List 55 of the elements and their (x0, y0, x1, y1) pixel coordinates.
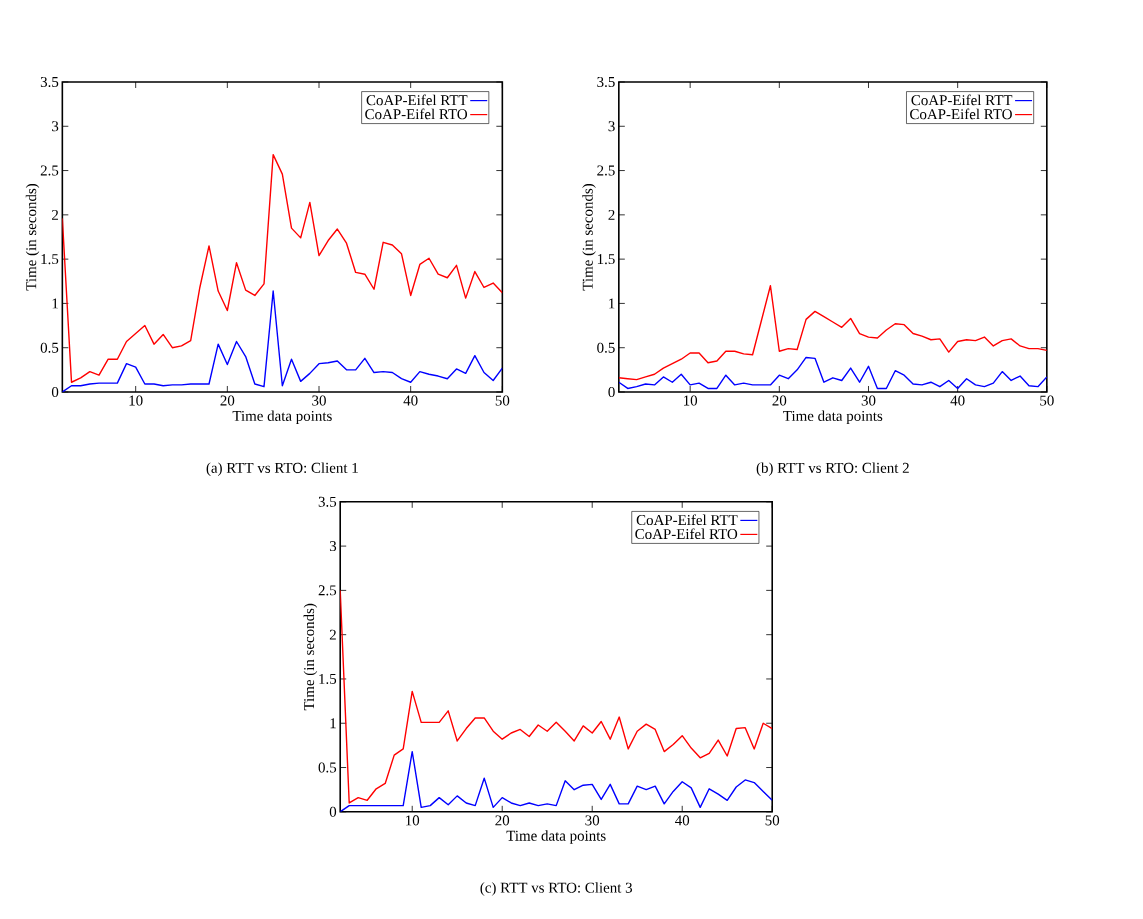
y-tick-label: 3 (329, 541, 337, 552)
x-axis-title: Time data points (506, 830, 606, 844)
y-tick-label: 0 (608, 386, 615, 398)
y-tick-label: 2 (329, 629, 336, 640)
y-tick-label: 3 (52, 121, 59, 132)
legend-label: CoAP-Eifel RTT (911, 94, 1013, 106)
y-axis-title: Time (in seconds) (303, 603, 318, 711)
y-tick-label: 2 (52, 209, 58, 220)
x-tick-label: 30 (861, 395, 876, 406)
y-tick-label: 1.5 (319, 673, 337, 684)
x-tick-label: 20 (772, 395, 787, 406)
x-tick-label: 40 (950, 395, 965, 406)
x-tick-label: 40 (675, 815, 690, 826)
y-tick-label: 3.5 (597, 76, 615, 88)
legend-label: CoAP-Eifel RTT (366, 94, 468, 106)
y-tick-label: 1 (330, 718, 336, 729)
y-axis-title: Time (in seconds) (25, 183, 40, 291)
y-tick-label: 0 (51, 386, 59, 398)
x-tick-label: 50 (495, 395, 510, 406)
y-tick-label: 1 (52, 298, 58, 309)
x-tick-label: 20 (220, 395, 235, 406)
y-tick-label: 0.5 (597, 342, 615, 353)
x-tick-label: 50 (765, 815, 780, 826)
y-tick-label: 3.5 (40, 76, 59, 88)
x-axis-title: Time data points (783, 410, 883, 424)
x-tick-label: 30 (585, 815, 600, 826)
y-tick-label: 2 (608, 209, 615, 220)
x-tick-label: 10 (406, 815, 420, 826)
x-axis-title: Time data points (232, 410, 332, 424)
y-tick-label: 3 (608, 121, 615, 132)
x-tick-label: 30 (312, 395, 326, 406)
y-tick-label: 0.5 (40, 342, 59, 353)
text: (a) RTT vs RTO: Client 1 (206, 462, 358, 476)
text: (c) RTT vs RTO: Client 3 (480, 882, 632, 896)
x-tick-label: 40 (403, 395, 418, 406)
y-tick-label: 3.5 (318, 496, 337, 507)
y-tick-label: 2.5 (40, 165, 59, 176)
y-tick-label: 1.5 (41, 254, 59, 265)
y-tick-label: 2.5 (597, 165, 615, 176)
y-tick-label: 0 (329, 806, 337, 817)
y-tick-label: 0.5 (318, 762, 337, 773)
legend-label: CoAP-Eifel RTO (910, 108, 1012, 120)
x-tick-label: 10 (129, 395, 143, 406)
x-tick-label: 10 (684, 395, 698, 406)
legend-label: CoAP-Eifel RTO (635, 528, 738, 540)
text: (b) RTT vs RTO: Client 2 (756, 462, 909, 476)
legend-label: CoAP-Eifel RTT (636, 514, 738, 526)
x-tick-label: 50 (1040, 395, 1054, 406)
y-tick-label: 1.5 (597, 254, 615, 265)
y-tick-label: 2.5 (318, 585, 337, 596)
line-series (62, 153, 503, 383)
legend-label: CoAP-Eifel RTO (365, 108, 468, 120)
y-tick-label: 1 (609, 298, 615, 309)
y-axis-title: Time (in seconds) (582, 183, 596, 291)
x-tick-label: 20 (495, 815, 510, 826)
